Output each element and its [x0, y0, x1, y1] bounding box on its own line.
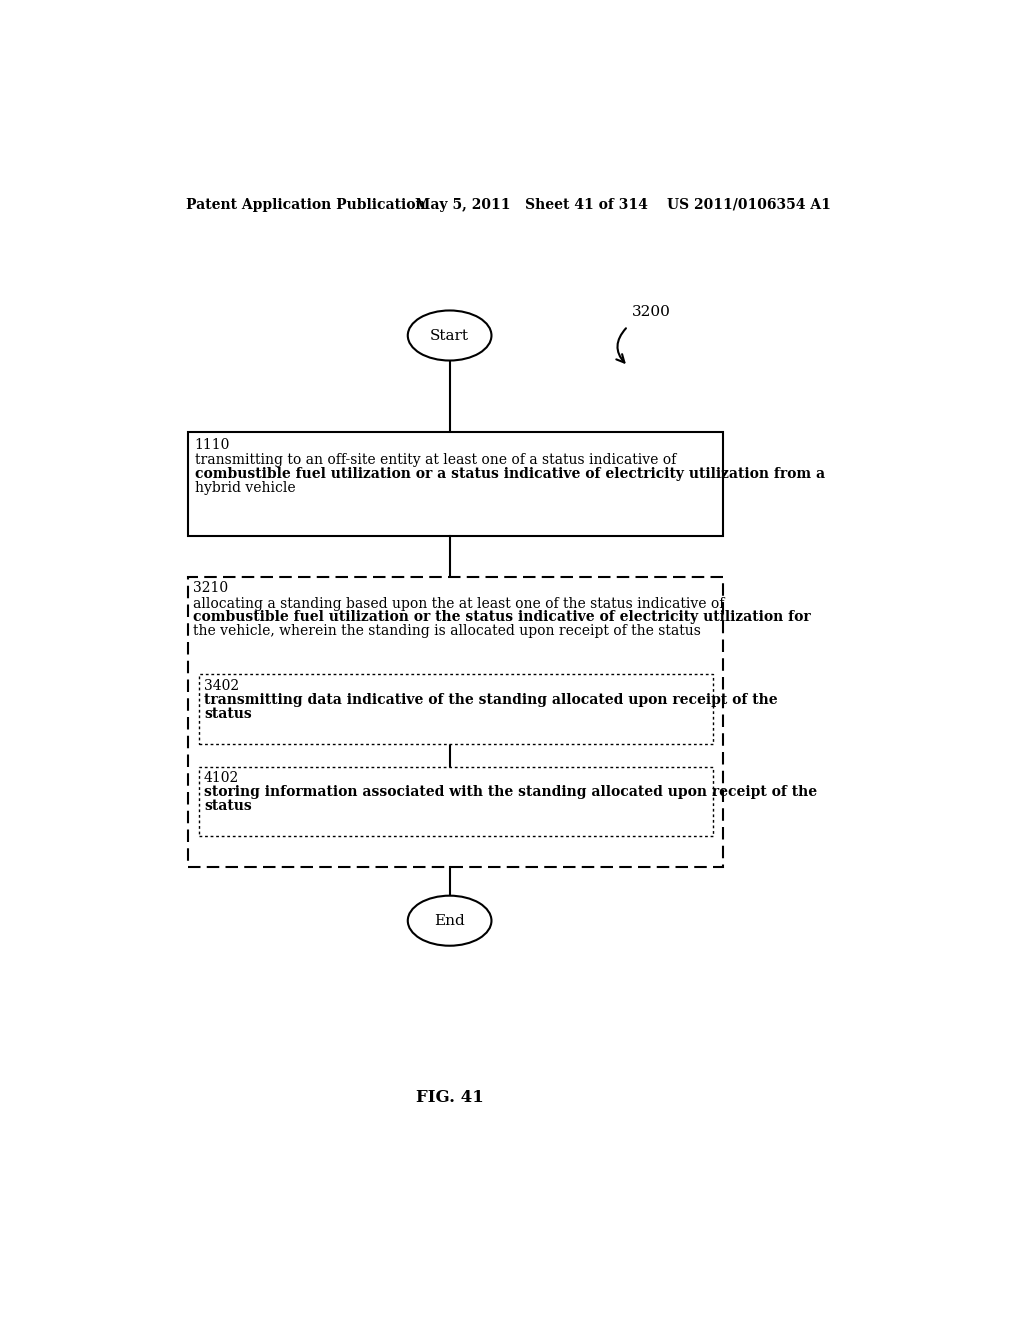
Text: the vehicle, wherein the standing is allocated upon receipt of the status: the vehicle, wherein the standing is all…	[194, 624, 701, 639]
Text: 4102: 4102	[204, 771, 240, 785]
Text: 1110: 1110	[195, 438, 230, 451]
Text: hybrid vehicle: hybrid vehicle	[195, 480, 295, 495]
Text: 3402: 3402	[204, 678, 239, 693]
Bar	[200, 767, 713, 836]
Text: May 5, 2011   Sheet 41 of 314: May 5, 2011 Sheet 41 of 314	[415, 198, 647, 211]
Text: transmitting to an off-site entity at least one of a status indicative of: transmitting to an off-site entity at le…	[195, 453, 676, 467]
Bar	[200, 675, 713, 743]
Text: transmitting data indicative of the standing allocated upon receipt of the: transmitting data indicative of the stan…	[204, 693, 777, 706]
Text: US 2011/0106354 A1: US 2011/0106354 A1	[667, 198, 830, 211]
Text: FIG. 41: FIG. 41	[416, 1089, 483, 1106]
Text: 3200: 3200	[632, 305, 671, 319]
Ellipse shape	[408, 896, 492, 945]
Text: Patent Application Publication: Patent Application Publication	[186, 198, 426, 211]
Text: 3210: 3210	[194, 581, 228, 595]
Text: status: status	[204, 706, 252, 721]
Text: Start: Start	[430, 329, 469, 342]
Bar	[188, 432, 723, 536]
Ellipse shape	[408, 310, 492, 360]
Text: End: End	[434, 913, 465, 928]
Text: combustible fuel utilization or the status indicative of electricity utilization: combustible fuel utilization or the stat…	[194, 610, 811, 624]
Text: combustible fuel utilization or a status indicative of electricity utilization f: combustible fuel utilization or a status…	[195, 467, 824, 482]
FancyArrowPatch shape	[616, 329, 626, 363]
Bar	[188, 577, 723, 867]
Text: status: status	[204, 799, 252, 813]
Text: allocating a standing based upon the at least one of the status indicative of: allocating a standing based upon the at …	[194, 597, 724, 611]
Text: storing information associated with the standing allocated upon receipt of the: storing information associated with the …	[204, 785, 817, 799]
